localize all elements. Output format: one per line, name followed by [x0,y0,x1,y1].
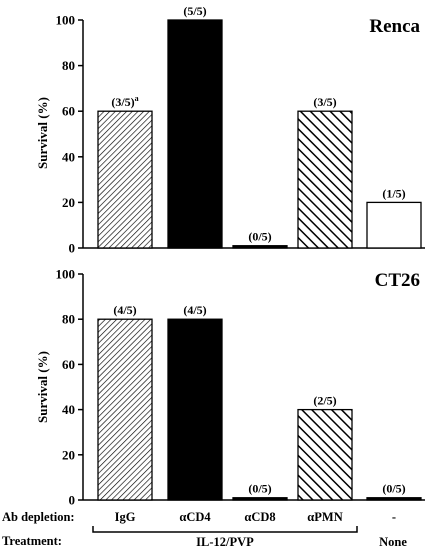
data-label-text: (1/5) [382,186,405,200]
y-tick-label: 100 [56,13,76,28]
data-label: (0/5) [248,230,271,244]
treatment-group: IL-12/PVP [196,535,254,549]
data-label-text: (2/5) [313,394,336,408]
treatment-bracket [92,526,358,533]
data-label: (3/5)a [111,94,138,109]
y-tick-label: 0 [69,493,76,508]
ab-depletion-cd8: αCD8 [244,510,275,524]
y-tick-label: 40 [62,402,75,417]
bar-IgG [97,110,153,249]
y-tick-label: 20 [62,195,75,210]
data-label: (3/5) [313,95,336,109]
data-label: (2/5) [313,394,336,408]
bar-- [366,497,422,501]
ab-depletion-cd4: αCD4 [179,510,211,524]
bar-IgG [97,318,153,501]
data-label: (4/5) [183,303,206,317]
treatment-label: Treatment: [2,534,62,548]
data-label-superscript: a [135,94,139,103]
data-label: (5/5) [183,4,206,18]
chart-panel-ct26: Survival (%) CT26 0 20 40 60 80 100 (4/5) (4/5… [35,267,425,508]
bar-αCD8 [232,245,288,249]
ab-depletion-none: - [392,510,396,524]
bar-αCD4 [167,318,223,501]
data-label-text: (3/5) [313,95,336,109]
data-label-text: (0/5) [248,230,271,244]
data-label-text: (5/5) [183,4,206,18]
bar-αCD4 [167,19,223,249]
data-label-text: (4/5) [113,303,136,317]
y-tick-label: 20 [62,447,75,462]
bar-αPMN [297,110,353,249]
ab-depletion-igg: IgG [115,510,136,524]
bar-- [366,201,422,249]
data-label: (0/5) [248,482,271,496]
treatment-none: None [379,535,407,549]
data-label-text: (4/5) [183,303,206,317]
y-tick-label: 60 [62,104,75,119]
y-tick-label: 0 [69,241,76,256]
ab-depletion-pmn: αPMN [307,510,342,524]
data-label-text: (0/5) [382,482,405,496]
y-tick-label: 80 [62,312,75,327]
y-tick-label: 80 [62,58,75,73]
y-axis-label: Survival (%) [35,351,50,423]
data-label: (0/5) [382,482,405,496]
data-label: (1/5) [382,186,405,200]
y-tick-label: 40 [62,149,75,164]
panel-title: Renca [369,16,420,37]
data-label-text: (0/5) [248,482,271,496]
treatment-legend: Ab depletion: IgG αCD4 αCD8 αPMN - Treat… [2,510,407,549]
ab-depletion-label: Ab depletion: [2,510,75,524]
y-tick-label: 100 [56,267,76,282]
data-label: (4/5) [113,303,136,317]
y-axis-label: Survival (%) [35,97,50,169]
panel-title: CT26 [375,270,420,291]
bar-αCD8 [232,497,288,501]
y-tick-label: 60 [62,357,75,372]
bar-αPMN [297,408,353,501]
data-label-text: (3/5) [111,95,134,109]
